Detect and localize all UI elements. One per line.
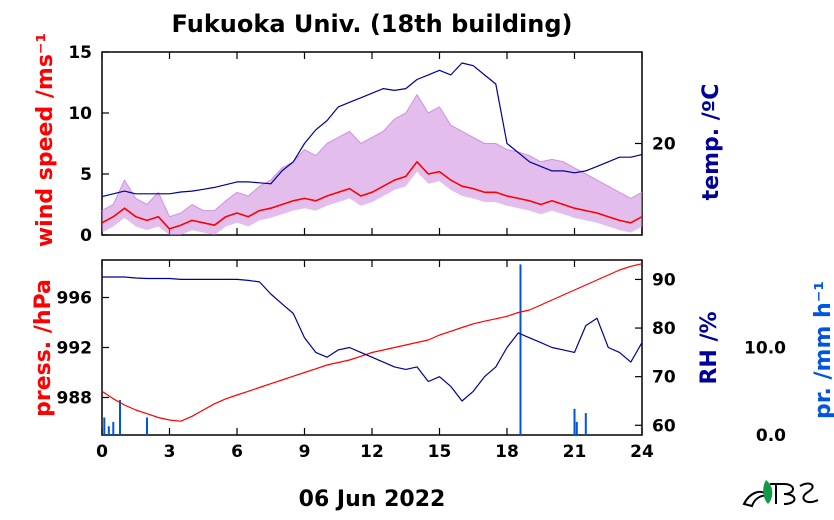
x-tick-label-7: 21 bbox=[563, 442, 587, 462]
x-tick-label-8: 24 bbox=[630, 442, 654, 462]
rh-tick-label-2: 80 bbox=[652, 319, 676, 339]
precip-bar-8 bbox=[584, 413, 587, 435]
x-tick-label-5: 15 bbox=[428, 442, 452, 462]
rh-tick-label-0: 60 bbox=[652, 416, 676, 436]
chart-title: Fukuoka Univ. (18th building) bbox=[172, 10, 573, 38]
x-tick-label-6: 18 bbox=[495, 442, 519, 462]
precip-bar-4 bbox=[146, 417, 148, 435]
temp-axis-label: temp. /ºC bbox=[699, 84, 724, 201]
wind-axis-label: wind speed /ms⁻¹ bbox=[33, 33, 58, 247]
precip-bar-5 bbox=[519, 264, 522, 435]
temperature-series bbox=[101, 62, 643, 198]
precip-tick-label-1: 10.0 bbox=[744, 339, 786, 359]
x-tick-label-0: 0 bbox=[96, 442, 108, 462]
rh-tick-label-3: 90 bbox=[652, 270, 676, 290]
temp-tick-label-0: 20 bbox=[652, 135, 676, 155]
wind-gust-series bbox=[101, 94, 643, 218]
pressure-tick-label-0: 988 bbox=[57, 389, 93, 409]
x-tick-label-2: 6 bbox=[231, 442, 243, 462]
x-axis-label: 06 Jun 2022 bbox=[299, 487, 446, 512]
precip-bar-0 bbox=[103, 417, 106, 435]
precip-bar-1 bbox=[107, 426, 110, 436]
wind-tick-label-2: 10 bbox=[68, 104, 92, 124]
pressure-series bbox=[101, 263, 643, 422]
precip-bar-3 bbox=[119, 400, 121, 435]
rh-axis-label: RH /% bbox=[697, 311, 722, 384]
wind-tick-label-0: 0 bbox=[80, 226, 92, 246]
pressure-tick-label-2: 996 bbox=[57, 289, 93, 309]
bottom-panel-frame bbox=[101, 259, 643, 436]
precip-axis-label: pr. /mm h⁻¹ bbox=[811, 281, 834, 419]
pressure-axis-label: press. /hPa bbox=[31, 279, 56, 417]
pressure-tick-label-1: 992 bbox=[57, 339, 93, 359]
precip-tick-label-0: 0.0 bbox=[756, 426, 786, 446]
wind-tick-label-1: 5 bbox=[80, 165, 92, 185]
logo-icon bbox=[742, 480, 819, 508]
wind-gust-band bbox=[102, 94, 642, 235]
precip-bar-2 bbox=[112, 421, 115, 435]
wind-tick-label-3: 15 bbox=[68, 43, 92, 63]
x-tick-label-3: 9 bbox=[299, 442, 311, 462]
humidity-series bbox=[102, 276, 643, 402]
rh-tick-label-1: 70 bbox=[652, 368, 676, 388]
precip-bar-6 bbox=[573, 408, 576, 436]
x-tick-label-4: 12 bbox=[360, 442, 384, 462]
wind-mean-series bbox=[101, 161, 643, 230]
precip-bar-7 bbox=[575, 421, 578, 435]
x-tick-label-1: 3 bbox=[164, 442, 176, 462]
